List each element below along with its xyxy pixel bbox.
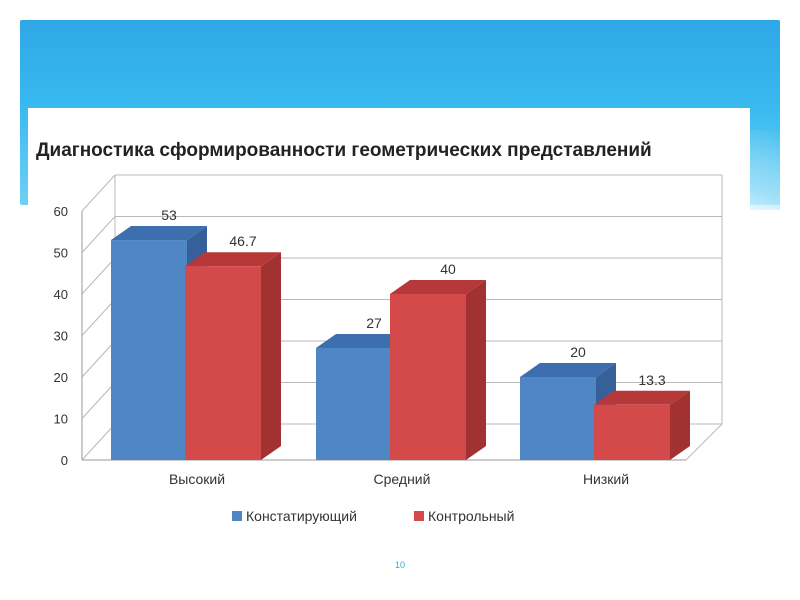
bar-top — [390, 280, 486, 294]
gridline-depth — [81, 423, 116, 461]
bar-top — [185, 252, 281, 267]
y-tick-label: 50 — [54, 246, 68, 261]
data-label: 46.7 — [229, 233, 256, 249]
legend-label: Констатирующий — [246, 508, 357, 524]
y-tick-label: 30 — [54, 329, 68, 344]
legend-label: Контрольный — [428, 508, 514, 524]
bar — [390, 294, 466, 460]
page-number: 10 — [394, 560, 405, 570]
bar — [185, 266, 261, 460]
y-tick-label: 20 — [54, 370, 68, 385]
bar-side — [670, 390, 690, 460]
data-label: 13.3 — [638, 372, 665, 388]
y-tick-label: 60 — [54, 204, 68, 219]
bar — [594, 404, 670, 460]
y-tick-label: 10 — [54, 412, 68, 427]
gridline-depth — [81, 174, 116, 212]
gridline-depth — [81, 216, 116, 253]
legend-swatch — [232, 511, 242, 521]
bar-side — [261, 252, 281, 460]
bar-side — [466, 280, 486, 460]
y-tick-label: 0 — [61, 453, 68, 468]
category-label: Низкий — [583, 471, 629, 487]
gridline-depth — [81, 299, 116, 336]
data-label: 53 — [161, 207, 177, 223]
legend-swatch — [414, 511, 424, 521]
chart-title: Диагностика сформированности геометричес… — [36, 140, 652, 161]
gridline-depth — [81, 340, 116, 378]
category-label: Средний — [374, 471, 431, 487]
y-tick-label: 40 — [54, 287, 68, 302]
bar — [520, 377, 596, 460]
gridline-depth — [81, 382, 116, 419]
data-label: 20 — [570, 344, 586, 360]
bar — [111, 240, 187, 460]
bar-top — [111, 226, 207, 241]
bar-top — [520, 363, 616, 377]
bar-top — [594, 390, 690, 405]
category-label: Высокий — [169, 471, 225, 487]
bar — [316, 347, 392, 460]
data-label: 27 — [366, 315, 382, 331]
floor-edge — [685, 423, 723, 461]
bar-top — [316, 333, 412, 348]
data-label: 40 — [440, 261, 456, 277]
gridline-depth — [81, 257, 116, 295]
